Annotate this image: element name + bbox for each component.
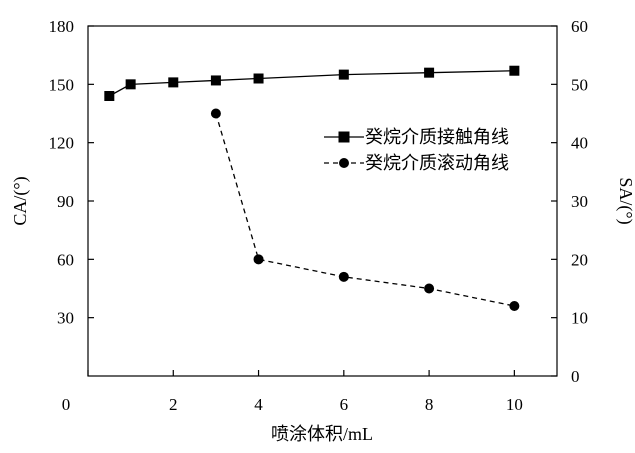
series-line-0: [109, 70, 515, 97]
legend: 癸烷介质接触角线 癸烷介质滚动角线: [324, 127, 509, 174]
left-tick-label: 120: [49, 134, 75, 153]
left-tick-label: 30: [57, 309, 74, 328]
left-axis-ticks: 30 60 90 120 150 180: [49, 17, 94, 328]
data-point-square: [253, 73, 264, 84]
data-point-square: [168, 77, 179, 88]
left-tick-label: 150: [49, 75, 75, 94]
data-point-circle: [210, 108, 221, 119]
legend-label-contact-angle: 癸烷介质接触角线: [365, 127, 509, 148]
y-axis-label-right: SA/(°): [615, 177, 635, 224]
data-point-square: [125, 79, 136, 90]
x-tick-label: 6: [340, 395, 349, 414]
data-point-circle: [338, 271, 349, 282]
right-tick-label: 40: [571, 134, 588, 153]
x-tick-label: 4: [254, 395, 263, 414]
data-point-square: [509, 65, 520, 76]
left-tick-label: 180: [49, 17, 75, 36]
data-point-square: [104, 91, 115, 101]
x-tick-label: 10: [506, 395, 523, 414]
right-axis-ticks: 0 10 20 30 40 50 60: [551, 17, 588, 386]
left-tick-label: 90: [57, 192, 74, 211]
data-point-square: [210, 75, 221, 86]
right-tick-label: 0: [571, 367, 580, 386]
x-tick-label: 0: [62, 395, 71, 414]
data-point-circle: [509, 301, 520, 311]
data-point-circle: [253, 254, 264, 265]
x-axis-label: 喷涂体积/mL: [271, 424, 373, 444]
data-point-circle: [424, 283, 435, 294]
left-tick-label: 60: [57, 250, 74, 269]
data-point-square: [338, 69, 349, 80]
data-point-square: [424, 67, 435, 78]
x-tick-label: 8: [425, 395, 434, 414]
legend-marker-square: [338, 131, 350, 143]
x-axis-ticks: 0 2 4 6 8 10: [62, 370, 523, 414]
series-layer: [104, 65, 520, 311]
right-tick-label: 60: [571, 17, 588, 36]
plot-frame: [87, 25, 558, 377]
right-tick-label: 50: [571, 75, 588, 94]
y-axis-label-left: CA/(°): [10, 176, 31, 225]
legend-marker-circle: [339, 158, 349, 168]
right-tick-label: 30: [571, 192, 588, 211]
right-tick-label: 10: [571, 309, 588, 328]
legend-label-sliding-angle: 癸烷介质滚动角线: [365, 153, 509, 174]
x-tick-label: 2: [169, 395, 178, 414]
right-tick-label: 20: [571, 250, 588, 269]
